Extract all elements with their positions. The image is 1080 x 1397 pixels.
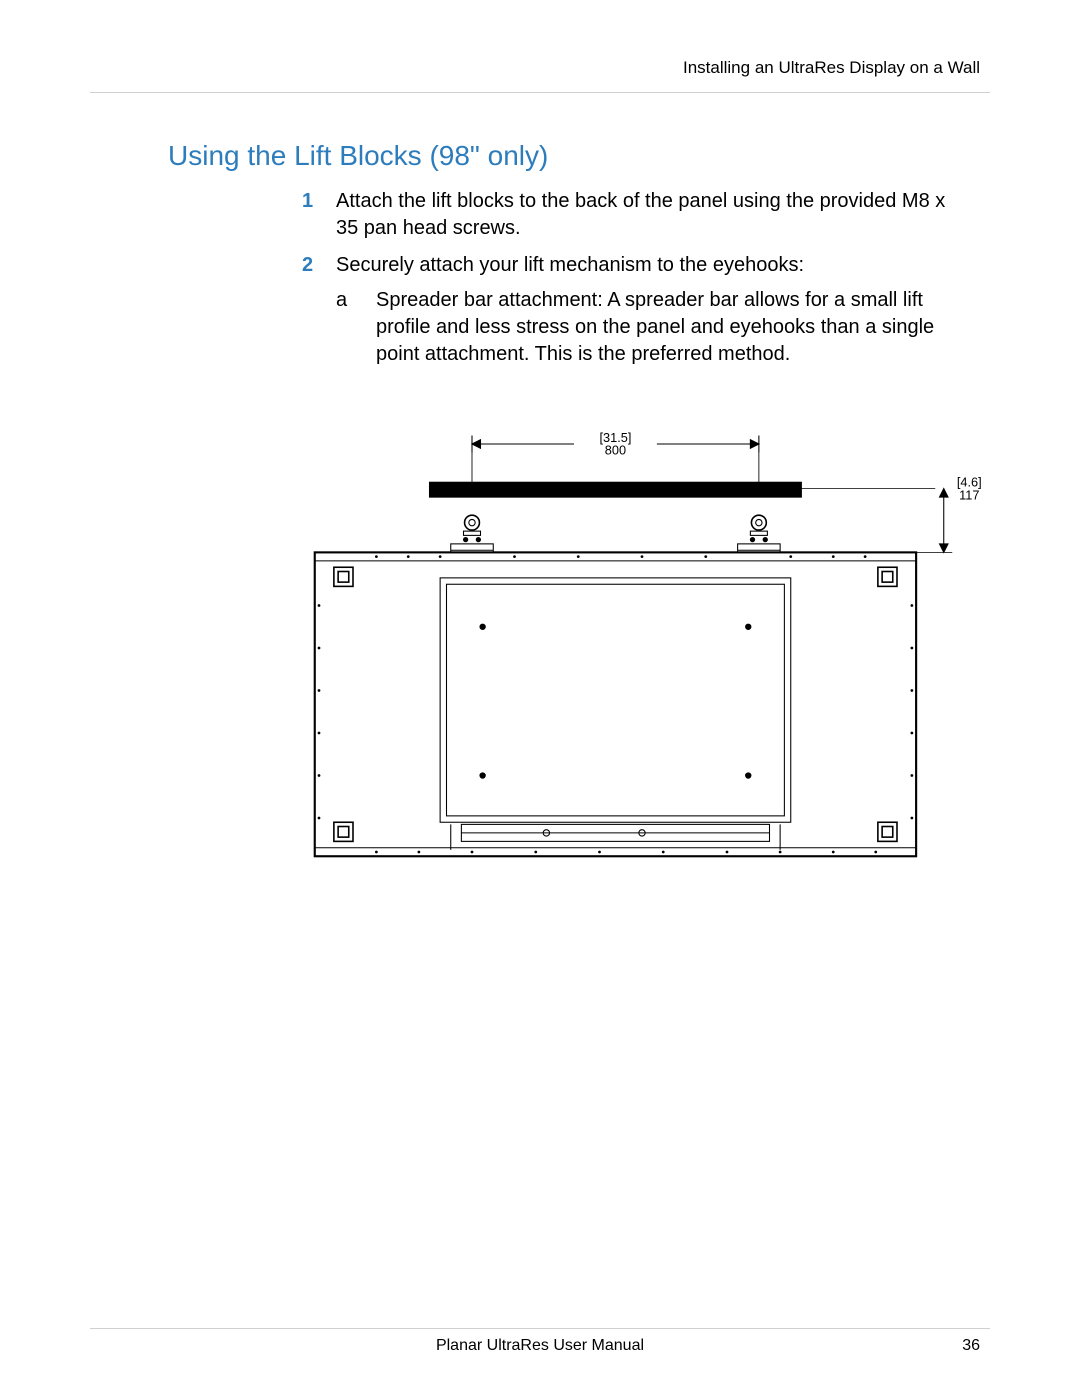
- header-rule: [90, 92, 990, 93]
- dim-height-mm: 117: [959, 487, 979, 502]
- step-1: 1 Attach the lift blocks to the back of …: [302, 188, 964, 242]
- diagram-svg: [31.5] 800 [4.6] 117: [302, 388, 982, 908]
- step-2: 2 Securely attach your lift mechanism to…: [302, 252, 964, 368]
- manual-page: Installing an UltraRes Display on a Wall…: [0, 0, 1080, 1397]
- section-title: Using the Lift Blocks (98" only): [168, 140, 548, 172]
- page-number: 36: [962, 1337, 980, 1355]
- instruction-list: 1 Attach the lift blocks to the back of …: [302, 188, 964, 378]
- step-number: 2: [302, 252, 313, 279]
- step-text: Securely attach your lift mechanism to t…: [336, 254, 804, 276]
- running-header: Installing an UltraRes Display on a Wall: [683, 58, 980, 78]
- dim-width-mm: 800: [605, 443, 626, 458]
- substep-text: Spreader bar attachment: A spreader bar …: [376, 289, 934, 365]
- step-2a: a Spreader bar attachment: A spreader ba…: [336, 287, 964, 368]
- footer-title: Planar UltraRes User Manual: [0, 1337, 1080, 1355]
- step-number: 1: [302, 188, 313, 215]
- substep-letter: a: [336, 287, 347, 314]
- footer-rule: [90, 1328, 990, 1329]
- lift-block-diagram: [31.5] 800 [4.6] 117: [302, 388, 982, 908]
- panel-outline: [315, 552, 916, 856]
- step-text: Attach the lift blocks to the back of th…: [336, 190, 945, 239]
- spreader-bar: [430, 482, 802, 497]
